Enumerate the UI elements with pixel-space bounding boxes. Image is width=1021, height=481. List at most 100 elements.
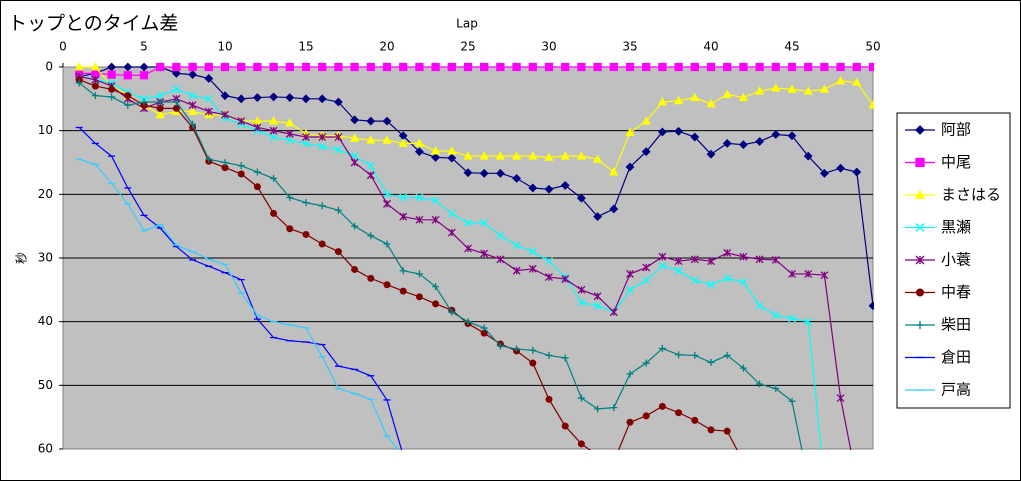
marker [430,146,441,155]
x-axis-label: Lap [456,17,478,31]
marker [431,196,440,205]
marker [771,255,780,264]
marker [594,405,602,413]
legend-label: 倉田 [941,348,971,366]
chart-title: トップとのタイム差 [8,13,178,35]
marker [852,77,862,86]
marker [788,314,796,323]
marker [172,85,181,94]
marker [463,168,473,178]
marker [334,133,343,141]
marker [804,269,813,278]
marker [642,263,651,272]
marker [723,62,732,72]
marker [657,127,667,137]
marker [545,257,553,266]
marker [916,321,924,329]
marker [252,116,263,125]
marker [755,62,764,72]
marker [674,126,684,136]
marker [836,62,845,72]
marker [674,257,683,266]
marker [803,151,813,161]
marker [787,131,797,141]
marker [383,240,391,248]
marker [204,107,213,116]
marker [690,276,699,285]
x-tick-label: 20 [379,40,394,54]
marker [787,62,797,72]
marker [317,94,327,104]
marker [723,274,732,283]
marker [561,275,570,283]
marker [139,71,149,80]
x-tick-label: 25 [460,40,475,54]
marker [820,271,829,280]
marker [674,62,683,72]
marker [204,74,214,83]
marker [755,301,764,310]
marker [771,311,780,320]
x-tick-label: 15 [298,40,313,54]
marker [641,147,651,157]
marker [318,133,327,141]
marker [252,93,262,102]
marker [463,62,473,72]
marker [318,202,326,210]
marker [577,285,586,294]
marker [270,209,278,217]
marker [479,151,489,160]
marker [285,62,294,72]
marker [431,152,441,162]
marker [140,98,148,106]
marker [496,231,505,240]
marker [915,125,925,135]
marker [738,92,749,102]
marker [803,86,813,95]
marker [188,62,197,72]
marker [690,255,699,264]
marker [544,62,554,72]
marker [302,133,310,141]
marker [511,151,522,160]
y-tick-label: 10 [38,123,53,137]
marker [512,241,521,250]
marker [707,358,715,366]
marker [577,440,585,448]
marker [529,346,537,354]
marker [415,293,423,301]
marker [674,266,683,275]
marker [302,230,310,238]
marker [415,270,423,278]
marker [269,126,278,135]
marker [398,138,408,147]
marker [464,318,472,326]
y-tick-label: 50 [38,378,53,392]
marker [609,308,618,317]
marker [658,402,666,410]
marker [512,173,522,183]
marker [528,264,537,273]
marker [91,75,100,84]
marker [448,308,456,316]
marker [285,93,295,102]
marker [577,394,585,402]
marker [124,101,132,109]
x-tick-label: 10 [217,40,232,54]
marker [349,133,360,142]
marker [351,222,359,230]
marker [318,142,327,151]
marker [480,324,488,332]
marker [593,62,602,72]
marker [868,62,874,72]
marker [691,351,699,359]
marker [366,62,375,72]
marker [804,317,813,326]
marker [868,100,874,109]
marker [755,137,765,146]
marker [221,110,229,119]
marker [675,351,683,359]
marker [609,167,619,176]
marker [383,190,391,199]
marker [447,62,456,72]
